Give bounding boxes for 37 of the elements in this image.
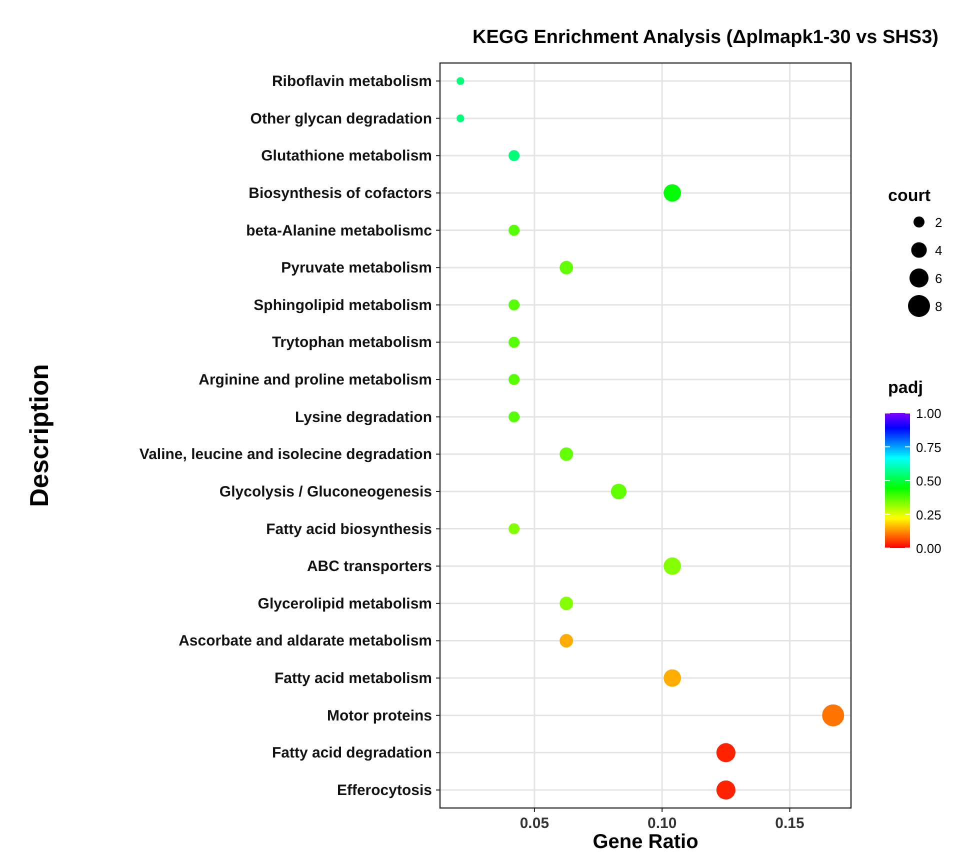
y-tick-label: Sphingolipid metabolism <box>254 296 432 314</box>
y-tick-label: Ascorbate and aldarate metabolism <box>178 632 432 650</box>
y-tick-label: Glycerolipid metabolism <box>258 595 432 612</box>
chart-title: KEGG Enrichment Analysis (Δplmapk1-30 vs SHS3) <box>472 27 938 48</box>
legend-label: 6 <box>935 271 942 286</box>
color-bar-label: 0.25 <box>916 507 942 522</box>
x-axis-title: Gene Ratio <box>592 831 698 853</box>
y-tick-label: Arginine and proline metabolism <box>198 372 432 389</box>
y-tick-label: Riboflavin metabolism <box>272 73 432 90</box>
y-tick-label: Trytophan metabolism <box>272 334 432 352</box>
color-bar-label: 0.50 <box>916 474 942 488</box>
y-tick-label: Pyruvate metabolism <box>281 260 432 277</box>
y-tick-label: Fatty acid degradation <box>272 744 432 762</box>
y-tick-label: Motor proteins <box>327 707 432 724</box>
legend-label: 2 <box>935 215 942 230</box>
y-tick-label: Fatty acid biosynthesis <box>266 520 432 538</box>
y-tick-label: ABC transporters <box>306 558 432 576</box>
y-tick-label: Valine, leucine and isolecine degradation <box>139 446 432 464</box>
x-tick-label: 0.05 <box>520 815 550 832</box>
y-tick-label: Other glycan degradation <box>250 110 432 128</box>
y-tick-label: Fatty acid metabolism <box>274 670 432 688</box>
legend-label: 4 <box>935 243 942 258</box>
legend-title: court <box>888 186 931 205</box>
color-bar-title: padj <box>888 378 923 397</box>
y-tick-label: beta-Alanine metabolismc <box>246 222 432 240</box>
color-bar-label: 1.00 <box>916 406 942 421</box>
color-bar-label: 0.75 <box>916 440 942 455</box>
y-tick-label: Glycolysis / Gluconeogenesis <box>219 483 432 500</box>
color-bar-label: 0.00 <box>916 541 942 556</box>
y-tick-label: Glutathione metabolism <box>261 148 432 165</box>
x-tick-label: 0.15 <box>775 815 804 832</box>
y-axis-title: Description <box>24 364 54 508</box>
y-tick-label: Efferocytosis <box>336 782 432 799</box>
x-tick-label: 0.10 <box>647 815 677 832</box>
legend-label: 8 <box>935 299 942 314</box>
y-tick-label: Biosynthesis of cofactors <box>248 184 432 202</box>
y-tick-label: Lysine degradation <box>295 408 432 426</box>
